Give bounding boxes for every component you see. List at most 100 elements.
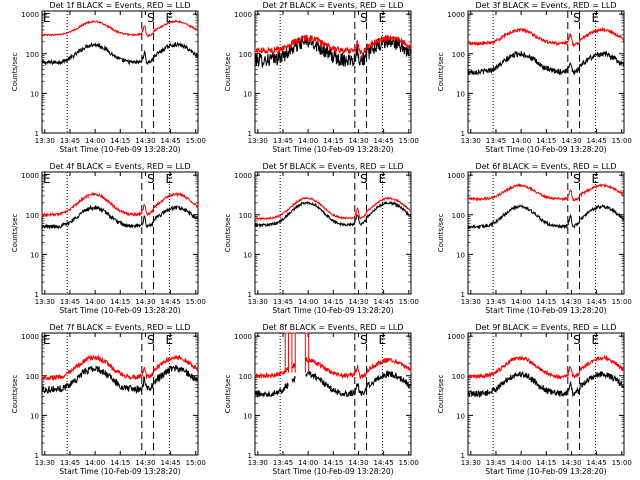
x-tick-label: 14:00: [511, 137, 531, 145]
series-line-events: [41, 204, 199, 230]
x-tick-label: 14:00: [511, 459, 531, 467]
event-marker-label: E: [43, 11, 51, 25]
x-axis-label: Start Time (10-Feb-09 13:28:20): [485, 145, 606, 154]
x-tick-label: 15:00: [612, 298, 632, 306]
y-tick-label: 1: [35, 452, 39, 460]
x-axis-label: Start Time (10-Feb-09 13:28:20): [59, 467, 180, 476]
x-tick-label: 13:45: [486, 137, 506, 145]
y-tick-label: 100: [26, 373, 39, 381]
panel-title: Det 1f BLACK = Events, RED = LLD: [49, 1, 190, 10]
y-axis-label: Counts/sec: [11, 375, 19, 414]
plot-frame: [467, 171, 625, 295]
panel-title: Det 4f BLACK = Events, RED = LLD: [49, 162, 190, 171]
event-marker-label: E: [165, 11, 173, 25]
panel-det-5: Det 5f BLACK = Events, RED = LLD 1 10 100 10…: [224, 162, 419, 315]
x-axis-label: Start Time (10-Feb-09 13:28:20): [272, 145, 393, 154]
series-line-events: [467, 203, 625, 230]
plot-frame: [254, 10, 412, 134]
x-tick-label: 14:45: [161, 459, 181, 467]
x-tick-label: 13:30: [461, 459, 481, 467]
y-tick-label: 10: [243, 90, 252, 98]
panel-det-9: Det 9f BLACK = Events, RED = LLD 1 10 100 10…: [437, 323, 632, 476]
series-line-events: [41, 41, 199, 66]
y-tick-label: 100: [239, 373, 252, 381]
x-tick-label: 14:15: [110, 298, 130, 306]
event-marker-label: E: [43, 333, 51, 347]
x-tick-label: 14:15: [536, 298, 556, 306]
y-axis-label: Counts/sec: [224, 375, 232, 414]
x-tick-label: 14:30: [561, 137, 581, 145]
panel-title: Det 8f BLACK = Events, RED = LLD: [262, 323, 403, 332]
x-tick-label: 14:00: [298, 459, 318, 467]
x-tick-label: 14:45: [587, 298, 607, 306]
x-tick-label: 13:30: [461, 298, 481, 306]
x-tick-label: 14:15: [110, 137, 130, 145]
x-tick-label: 14:15: [536, 459, 556, 467]
x-tick-label: 14:45: [374, 298, 394, 306]
x-tick-label: 15:00: [399, 137, 419, 145]
event-marker-label: S: [147, 11, 155, 25]
x-tick-label: 13:30: [248, 137, 268, 145]
y-tick-label: 1000: [234, 172, 252, 180]
x-tick-label: 14:45: [161, 137, 181, 145]
event-marker-label: S: [573, 172, 581, 186]
y-tick-label: 1000: [447, 172, 465, 180]
x-tick-label: 14:00: [85, 137, 105, 145]
series-line-events: [467, 371, 625, 399]
x-tick-label: 14:00: [298, 298, 318, 306]
x-axis-label: Start Time (10-Feb-09 13:28:20): [59, 306, 180, 315]
lld-spike: [291, 332, 296, 373]
y-tick-label: 1000: [21, 11, 39, 19]
x-tick-label: 13:45: [273, 137, 293, 145]
y-axis-label: Counts/sec: [224, 53, 232, 92]
x-tick-label: 14:15: [323, 459, 343, 467]
y-axis-label: Counts/sec: [437, 375, 445, 414]
x-tick-label: 13:30: [35, 298, 55, 306]
panel-det-4: Det 4f BLACK = Events, RED = LLD 1 10 100 10…: [11, 162, 206, 315]
y-tick-label: 1: [248, 291, 252, 299]
y-tick-label: 1000: [21, 333, 39, 341]
x-tick-label: 13:45: [273, 459, 293, 467]
x-tick-label: 15:00: [399, 459, 419, 467]
y-tick-label: 10: [30, 251, 39, 259]
series-line-lld: [254, 196, 412, 221]
series-line-lld: [467, 182, 625, 202]
x-tick-label: 13:30: [35, 137, 55, 145]
y-axis-label: Counts/sec: [437, 214, 445, 253]
x-tick-label: 13:45: [486, 459, 506, 467]
x-tick-label: 15:00: [399, 298, 419, 306]
x-axis-label: Start Time (10-Feb-09 13:28:20): [272, 306, 393, 315]
y-axis-label: Counts/sec: [11, 53, 19, 92]
y-tick-label: 10: [456, 412, 465, 420]
event-marker-label: S: [573, 333, 581, 347]
x-tick-label: 15:00: [186, 459, 206, 467]
x-tick-label: 14:30: [135, 459, 155, 467]
y-tick-label: 100: [26, 51, 39, 59]
panel-title: Det 9f BLACK = Events, RED = LLD: [475, 323, 616, 332]
y-tick-label: 100: [452, 212, 465, 220]
x-tick-label: 13:30: [248, 298, 268, 306]
x-tick-label: 13:45: [60, 459, 80, 467]
panel-title: Det 6f BLACK = Events, RED = LLD: [475, 162, 616, 171]
lld-spike: [304, 332, 310, 373]
plot-frame: [41, 10, 199, 134]
x-axis-label: Start Time (10-Feb-09 13:28:20): [59, 145, 180, 154]
panel-det-8: Det 8f BLACK = Events, RED = LLD 1 10 100 10…: [224, 323, 419, 476]
panel-det-7: Det 7f BLACK = Events, RED = LLD 1 10 100 10…: [11, 323, 206, 476]
panel-title: Det 2f BLACK = Events, RED = LLD: [262, 1, 403, 10]
series-line-events: [41, 365, 199, 395]
event-marker-label: E: [378, 333, 386, 347]
x-tick-label: 14:30: [561, 298, 581, 306]
x-tick-label: 14:15: [323, 298, 343, 306]
x-tick-label: 13:45: [273, 298, 293, 306]
x-tick-label: 14:30: [348, 459, 368, 467]
panel-det-6: Det 6f BLACK = Events, RED = LLD 1 10 100 10…: [437, 162, 632, 315]
y-tick-label: 10: [30, 90, 39, 98]
y-tick-label: 10: [456, 251, 465, 259]
x-tick-label: 13:30: [35, 459, 55, 467]
event-marker-label: S: [147, 333, 155, 347]
y-tick-label: 100: [26, 212, 39, 220]
x-tick-label: 14:30: [135, 137, 155, 145]
y-tick-label: 1: [461, 291, 465, 299]
